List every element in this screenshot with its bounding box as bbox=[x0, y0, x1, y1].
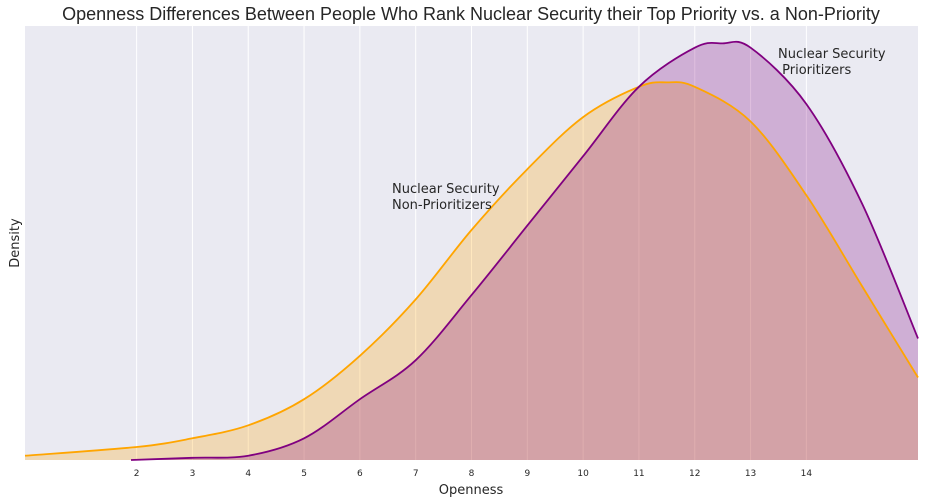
x-tick-label: 9 bbox=[524, 469, 530, 479]
x-tick-label: 10 bbox=[577, 469, 589, 479]
y-axis-label: Density bbox=[8, 218, 23, 268]
non-prioritizers-fill bbox=[25, 82, 918, 460]
x-tick-label: 6 bbox=[357, 469, 363, 479]
x-tick-label: 14 bbox=[801, 469, 813, 479]
x-tick-label: 4 bbox=[245, 469, 251, 479]
prioritizers-fill bbox=[131, 41, 918, 460]
x-tick-label: 8 bbox=[469, 469, 475, 479]
annotation-prioritizers: Nuclear Security Prioritizers bbox=[778, 47, 906, 78]
x-axis-ticks: 2 3 4 5 6 7 8 9 10 11 12 13 14 bbox=[134, 469, 813, 479]
non-prioritizers-curve bbox=[24, 81, 919, 457]
x-tick-label: 2 bbox=[134, 469, 140, 479]
prioritizers-curve bbox=[130, 40, 919, 461]
x-tick-label: 7 bbox=[413, 469, 419, 479]
annotation-non-prioritizers: Nuclear Security Non-Prioritizers bbox=[392, 182, 504, 213]
chart-title: Openness Differences Between People Who … bbox=[62, 4, 880, 24]
gridlines bbox=[136, 26, 807, 460]
x-tick-label: 11 bbox=[633, 469, 644, 479]
x-tick-label: 12 bbox=[689, 469, 700, 479]
x-tick-label: 5 bbox=[301, 469, 307, 479]
x-tick-label: 3 bbox=[190, 469, 196, 479]
x-axis-label: Openness bbox=[439, 483, 504, 498]
x-tick-label: 13 bbox=[745, 469, 756, 479]
